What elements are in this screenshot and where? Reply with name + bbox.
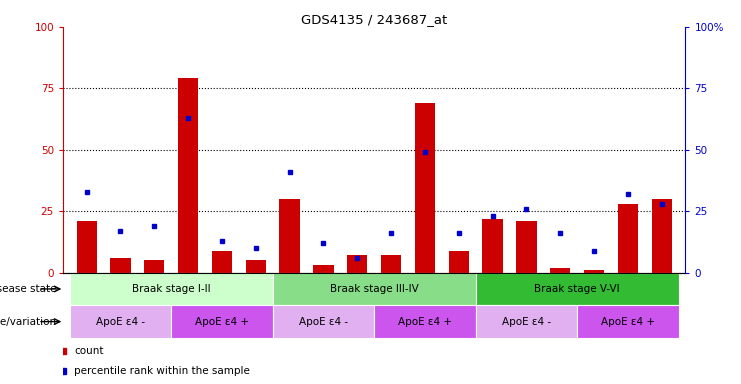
Bar — [246, 260, 266, 273]
Bar — [273, 305, 374, 338]
Bar — [347, 255, 368, 273]
Text: Braak stage V-VI: Braak stage V-VI — [534, 284, 620, 294]
Bar — [476, 305, 577, 338]
Bar — [618, 204, 638, 273]
Text: disease state: disease state — [0, 284, 59, 294]
Bar — [313, 265, 333, 273]
Bar — [482, 218, 502, 273]
Bar — [381, 255, 402, 273]
Text: Braak stage I-II: Braak stage I-II — [132, 284, 210, 294]
Text: genotype/variation: genotype/variation — [0, 316, 59, 327]
Bar — [550, 268, 571, 273]
Text: Braak stage III-IV: Braak stage III-IV — [330, 284, 419, 294]
Text: ApoE ε4 -: ApoE ε4 - — [502, 316, 551, 327]
Bar — [70, 305, 171, 338]
Bar — [76, 221, 97, 273]
Title: GDS4135 / 243687_at: GDS4135 / 243687_at — [301, 13, 448, 26]
Bar — [178, 78, 199, 273]
Bar — [448, 250, 469, 273]
Bar — [70, 273, 273, 305]
Bar — [279, 199, 300, 273]
Text: ApoE ε4 +: ApoE ε4 + — [195, 316, 249, 327]
Text: ApoE ε4 +: ApoE ε4 + — [601, 316, 655, 327]
Bar — [584, 270, 604, 273]
Text: percentile rank within the sample: percentile rank within the sample — [74, 366, 250, 376]
Bar — [110, 258, 130, 273]
Bar — [516, 221, 536, 273]
Bar — [415, 103, 435, 273]
Bar — [171, 305, 273, 338]
Bar — [651, 199, 672, 273]
Bar — [144, 260, 165, 273]
Text: ApoE ε4 -: ApoE ε4 - — [96, 316, 145, 327]
Text: count: count — [74, 346, 104, 356]
Text: ApoE ε4 +: ApoE ε4 + — [398, 316, 452, 327]
Bar — [577, 305, 679, 338]
Bar — [273, 273, 476, 305]
Bar — [374, 305, 476, 338]
Bar — [476, 273, 679, 305]
Bar — [212, 250, 232, 273]
Text: ApoE ε4 -: ApoE ε4 - — [299, 316, 348, 327]
